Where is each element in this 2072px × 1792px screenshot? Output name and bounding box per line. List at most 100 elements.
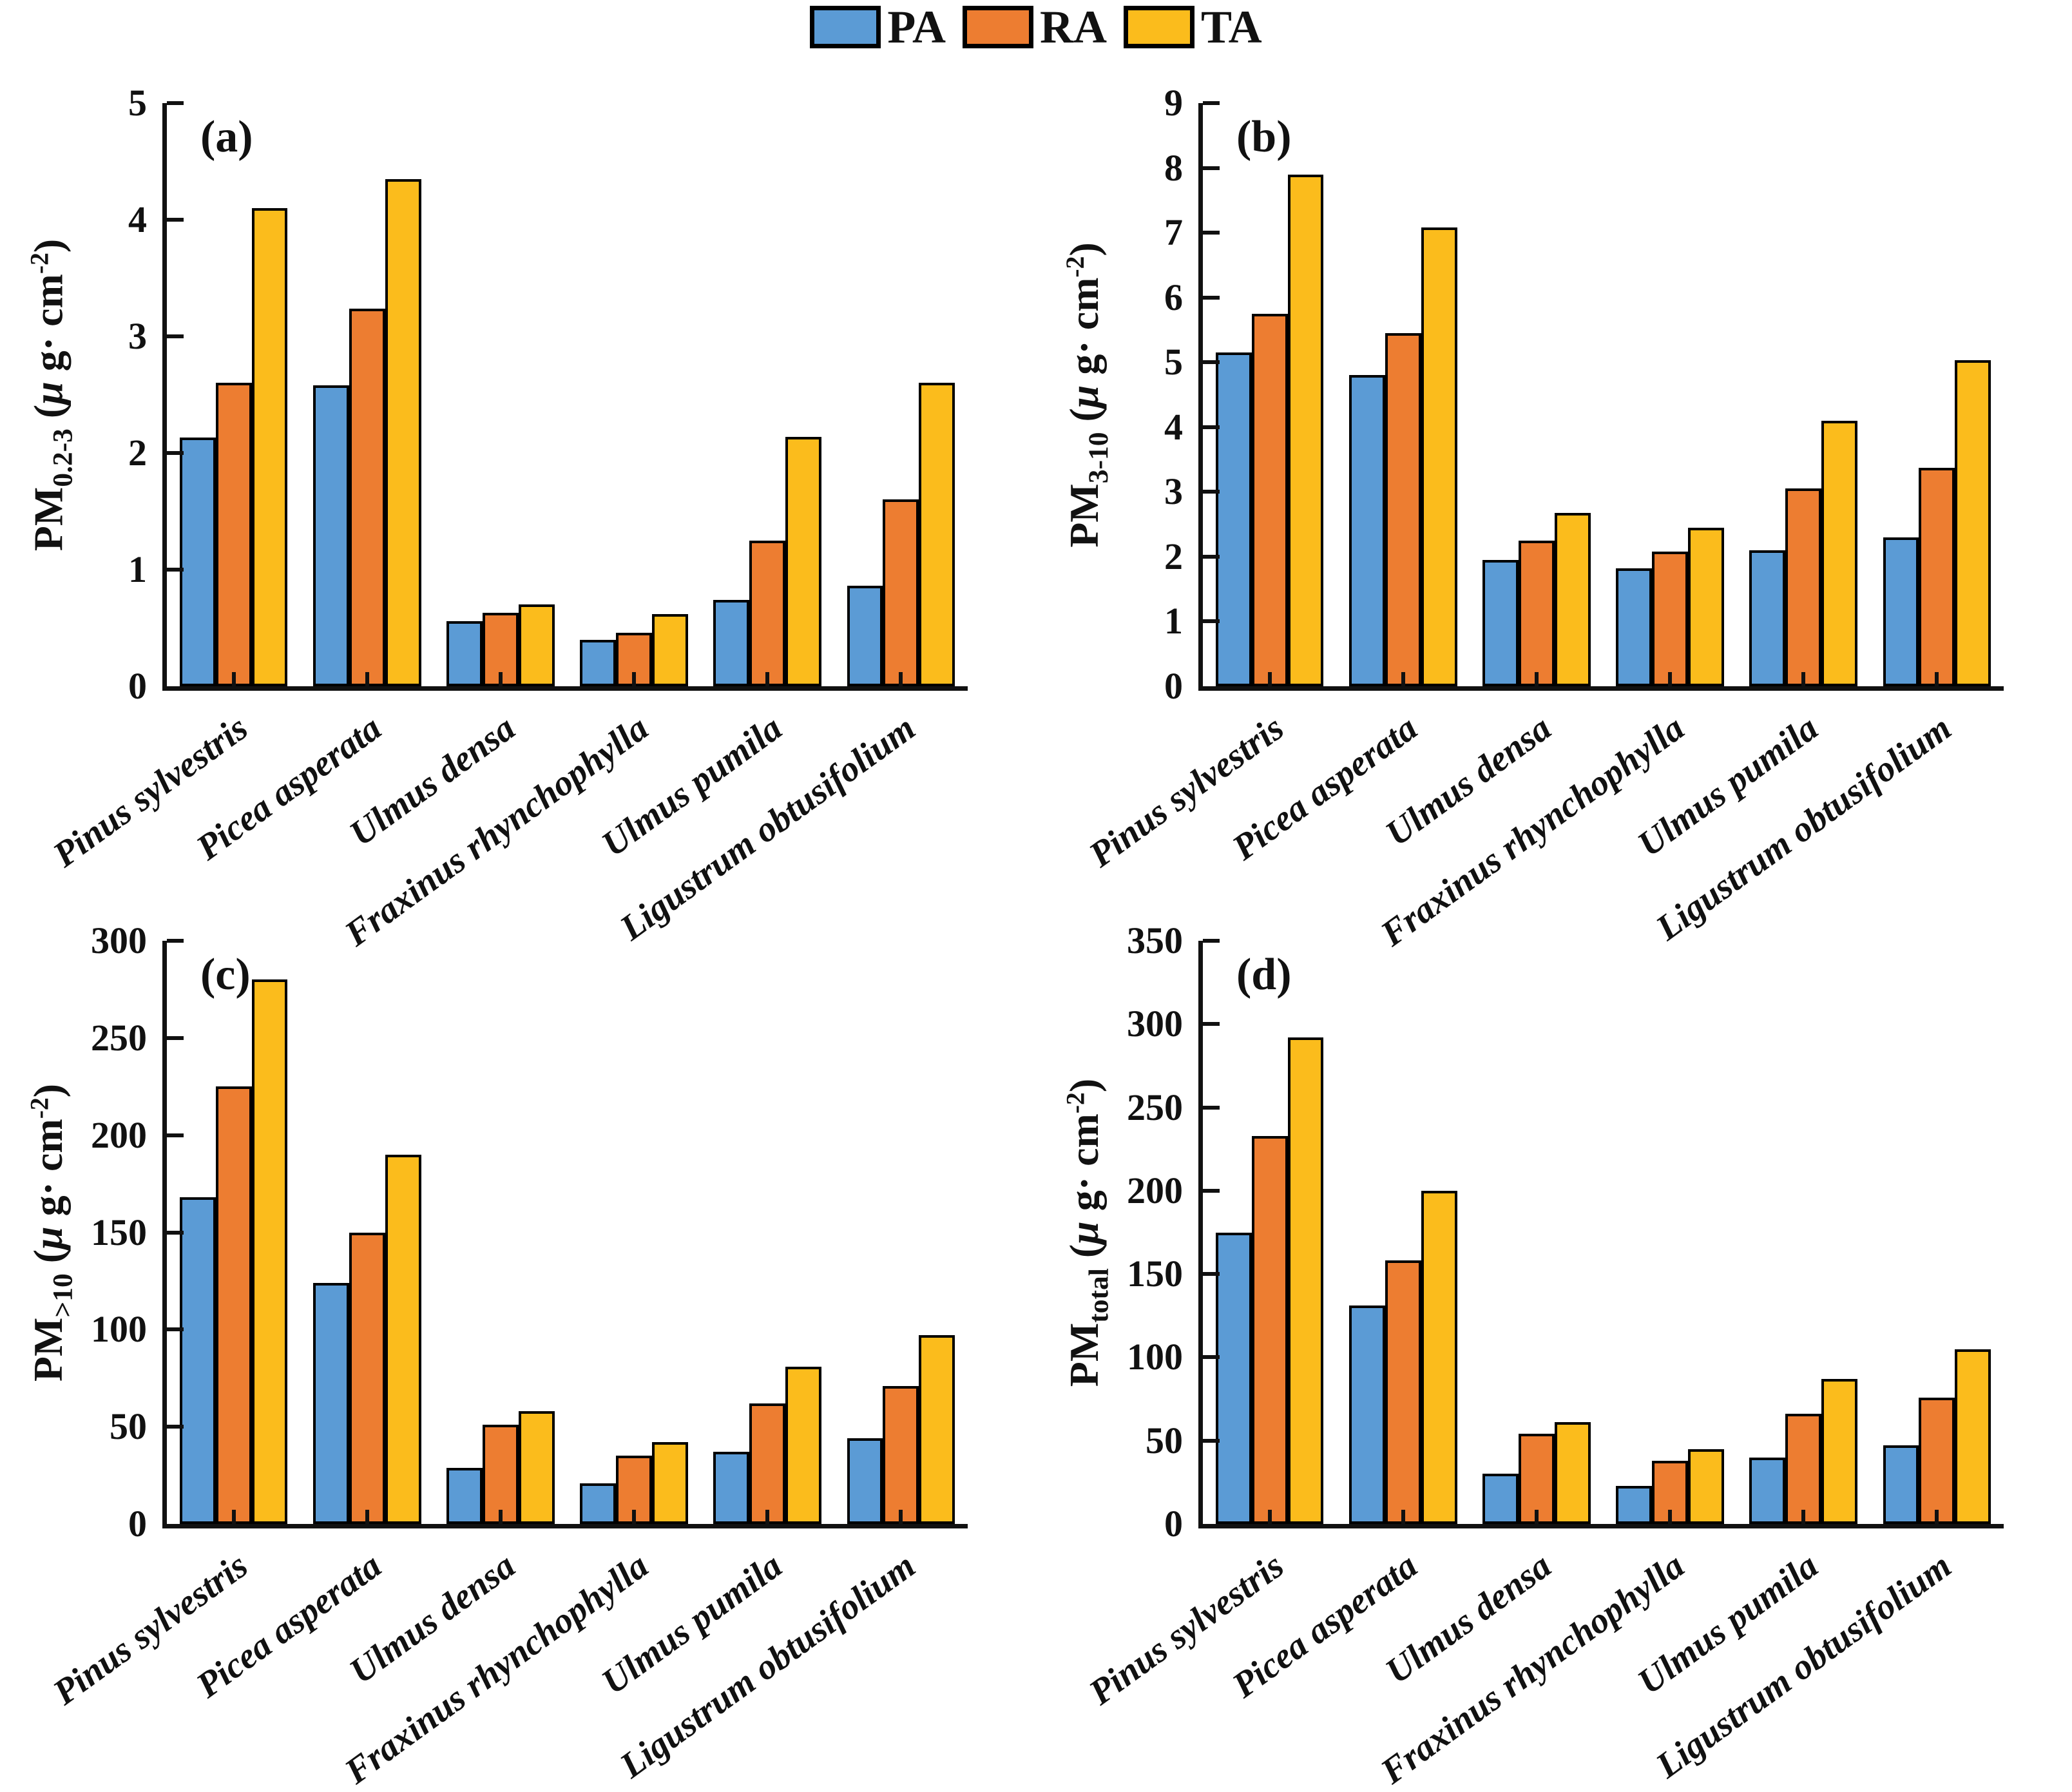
- ra-bar: [1251, 1135, 1288, 1524]
- y-tick-label: 0: [1164, 665, 1183, 707]
- pa-bar: [312, 385, 349, 686]
- ta-bar: [1554, 512, 1591, 686]
- x-tick-mark: [632, 672, 637, 686]
- y-tick-mark: [1203, 295, 1220, 300]
- ta-bar: [1688, 1449, 1724, 1524]
- ra-bar: [215, 1086, 252, 1524]
- y-tick-mark: [1203, 101, 1220, 105]
- ra-color-swatch-icon: [962, 6, 1033, 48]
- pa-bar: [1482, 1474, 1519, 1524]
- plot-area-d: (d): [1198, 939, 2004, 1528]
- y-axis-label-box: PM3-10 (μ g· cm-2): [1042, 103, 1126, 686]
- ra-bar: [1785, 488, 1822, 686]
- y-tick-label: 50: [110, 1405, 147, 1448]
- pa-bar: [1348, 375, 1385, 686]
- plot-area-a: (a): [162, 101, 968, 691]
- plot-area-c: (c): [162, 939, 968, 1528]
- pa-bar: [713, 600, 750, 686]
- y-tick-mark: [167, 1327, 184, 1332]
- pa-bar: [1215, 1232, 1252, 1524]
- x-tick-mark: [1401, 1510, 1405, 1524]
- x-tick-mark: [365, 672, 369, 686]
- y-tick-label: 4: [128, 198, 147, 240]
- ta-bar: [652, 1442, 688, 1524]
- ta-bar: [1287, 174, 1324, 686]
- panel-label-b: (b): [1236, 112, 1292, 162]
- x-tick-mark: [765, 1510, 770, 1524]
- legend-label: PA: [887, 1, 946, 53]
- ra-bar: [1518, 1434, 1555, 1524]
- y-tick-label: 300: [91, 920, 147, 961]
- y-tick-mark: [1203, 1105, 1220, 1110]
- y-tick-mark: [1203, 1022, 1220, 1026]
- y-tick-mark: [167, 939, 184, 943]
- ta-bar: [919, 1335, 955, 1524]
- ta-bar: [385, 178, 421, 686]
- ra-bar: [1385, 332, 1421, 686]
- y-tick-label: 2: [128, 432, 147, 474]
- pa-bar: [580, 1483, 617, 1524]
- ra-bar: [1919, 1397, 1955, 1524]
- ta-bar: [785, 436, 822, 686]
- x-tick-mark: [1267, 672, 1272, 686]
- ra-bar: [749, 540, 786, 686]
- y-tick-mark: [167, 218, 184, 222]
- y-tick-mark: [167, 1230, 184, 1235]
- x-tick-mark: [1935, 672, 1939, 686]
- y-label-base: PM: [25, 1317, 71, 1382]
- mu-symbol: μ: [25, 381, 71, 405]
- pa-bar: [1883, 1445, 1919, 1524]
- y-label-unit-mid: g· cm: [25, 273, 71, 381]
- x-tick-mark: [231, 1510, 236, 1524]
- y-label-exponent: -2: [25, 1097, 54, 1119]
- y-tick-mark: [1203, 360, 1220, 365]
- y-tick-label: 0: [128, 665, 147, 707]
- x-tick-mark: [1935, 1510, 1939, 1524]
- pa-bar: [580, 639, 617, 686]
- legend-item-pa: PA: [810, 4, 946, 50]
- x-tick-mark: [498, 1510, 503, 1524]
- x-tick-mark: [365, 1510, 369, 1524]
- ra-bar: [1251, 313, 1288, 686]
- y-axis-label: PM3-10 (μ g· cm-2): [1061, 242, 1114, 548]
- ra-bar: [215, 383, 252, 686]
- pa-bar: [179, 438, 216, 686]
- ta-bar: [1955, 1349, 1991, 1524]
- panel-label-c: (c): [200, 950, 251, 999]
- ta-bar: [919, 383, 955, 686]
- y-tick-mark: [1203, 1438, 1220, 1443]
- y-tick-label: 100: [91, 1308, 147, 1351]
- y-axis-label: PM>10 (μ g· cm-2): [25, 1083, 78, 1382]
- y-tick-label: 2: [1164, 535, 1183, 577]
- y-tick-mark: [1203, 619, 1220, 624]
- pa-bar: [446, 621, 483, 686]
- ra-bar: [1385, 1260, 1421, 1524]
- ta-bar: [518, 1411, 555, 1524]
- pa-bar: [1749, 550, 1786, 686]
- y-tick-mark: [1203, 490, 1220, 494]
- y-tick-label: 6: [1164, 276, 1183, 318]
- ra-bar: [883, 1385, 919, 1524]
- ta-bar: [251, 207, 288, 686]
- ra-bar: [883, 499, 919, 686]
- legend-label: RA: [1039, 1, 1107, 53]
- y-label-base: PM: [1061, 1322, 1107, 1387]
- y-tick-mark: [167, 101, 184, 105]
- ra-bar: [349, 308, 385, 686]
- y-tick-label: 5: [1164, 341, 1183, 383]
- ra-bar: [1518, 540, 1555, 686]
- x-tick-mark: [231, 672, 236, 686]
- y-label-subscript: >10: [47, 1273, 79, 1318]
- x-tick-mark: [1668, 672, 1673, 686]
- figure-page: { "legend": { "items": [ { "label": "PA"…: [25, 1, 2004, 1792]
- pa-bar: [1883, 537, 1919, 686]
- y-tick-label: 300: [1127, 1003, 1183, 1045]
- y-tick-mark: [167, 1425, 184, 1429]
- pa-bar: [1348, 1305, 1385, 1524]
- y-tick-label: 5: [128, 82, 147, 124]
- y-tick-label: 350: [1127, 920, 1183, 961]
- panel-label-a: (a): [200, 112, 253, 162]
- x-tick-mark: [1801, 1510, 1806, 1524]
- ta-bar: [1955, 360, 1991, 686]
- ta-bar: [1688, 527, 1724, 686]
